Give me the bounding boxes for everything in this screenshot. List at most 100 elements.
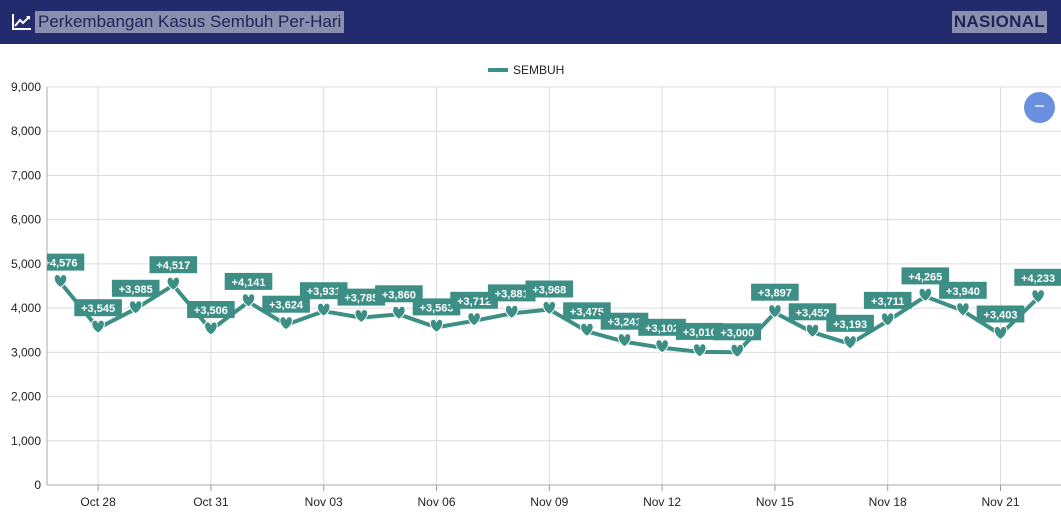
y-tick-label: 3,000 — [11, 345, 41, 359]
data-label: +3,860 — [375, 285, 423, 303]
heart-icon — [542, 300, 557, 316]
data-point[interactable] — [504, 304, 519, 320]
data-label-text: +3,711 — [871, 296, 904, 308]
data-label-text: +4,233 — [1021, 273, 1055, 285]
data-label-text: +4,265 — [908, 271, 942, 283]
data-label: +3,506 — [187, 301, 235, 318]
data-label-text: +3,545 — [81, 303, 115, 315]
data-label: +3,785 — [337, 288, 386, 306]
data-label-text: +3,000 — [720, 327, 754, 339]
data-point[interactable] — [91, 319, 105, 334]
data-label: +3,711 — [863, 291, 912, 309]
data-label-box — [713, 323, 762, 341]
data-point[interactable] — [542, 300, 557, 316]
data-label: +3,897 — [751, 283, 799, 301]
chart-plot-area: +4,576 +3,545 +3,985+4,517 +3,506 +4,141+3,6… — [47, 253, 1061, 358]
x-tick-label: Oct 31 — [193, 495, 229, 509]
data-label: +3,403 — [976, 305, 1025, 323]
data-point[interactable] — [392, 305, 406, 320]
data-point[interactable] — [805, 323, 820, 338]
data-point[interactable] — [128, 300, 143, 315]
data-label-box — [863, 291, 912, 309]
x-tick-label: Nov 03 — [305, 495, 343, 509]
page-header: Perkembangan Kasus Sembuh Per-Hari NASIO… — [0, 0, 1061, 44]
data-point[interactable] — [1031, 289, 1045, 304]
data-label: +4,576 — [47, 253, 85, 271]
data-label: +3,985 — [111, 279, 160, 297]
data-point[interactable] — [580, 322, 594, 337]
data-label: +3,712 — [450, 291, 498, 309]
data-point[interactable] — [692, 343, 707, 358]
heart-icon — [730, 343, 745, 358]
data-label-text: +3,881 — [495, 288, 529, 300]
data-label-text: +3,940 — [946, 286, 980, 298]
data-point[interactable] — [166, 276, 181, 291]
data-label-box — [74, 299, 122, 317]
data-label: +3,881 — [487, 284, 536, 302]
data-label-box — [224, 272, 273, 290]
data-label-text: +3,010 — [683, 327, 717, 339]
data-label: +4,517 — [149, 256, 198, 274]
heart-icon — [91, 319, 105, 334]
data-label-box — [675, 322, 724, 340]
data-label-box — [412, 298, 461, 316]
data-point[interactable] — [768, 304, 782, 319]
data-point[interactable] — [429, 318, 444, 334]
chart-axes: 0 1,000 2,000 3,000 4,000 5,000 6,000 7,000 8,00… — [11, 80, 1061, 509]
line-chart-icon — [12, 14, 31, 30]
data-label-text: +3,785 — [344, 293, 378, 305]
data-label-text: +3,102 — [645, 323, 679, 335]
collapse-button[interactable]: − — [1024, 92, 1055, 123]
data-label-text: +3,712 — [457, 296, 491, 308]
data-label-text: +4,141 — [232, 277, 266, 289]
data-point[interactable] — [730, 343, 745, 358]
data-point[interactable] — [279, 316, 293, 331]
data-label: +3,940 — [939, 281, 987, 299]
data-label: +3,968 — [525, 280, 574, 298]
data-label-box — [187, 301, 235, 318]
data-label-box — [939, 281, 987, 299]
x-tick-label: Oct 28 — [80, 495, 116, 509]
heart-icon — [316, 302, 331, 317]
data-point[interactable] — [204, 321, 218, 336]
recovery-line-chart: SEMBUH 0 1,000 2,000 3,000 4,000 5,000 6,000 7,… — [11, 63, 1061, 509]
data-label-box — [600, 312, 649, 330]
data-label: +4,233 — [1014, 268, 1061, 286]
data-point[interactable] — [918, 287, 933, 303]
data-label-box — [1014, 268, 1061, 286]
heart-icon — [655, 339, 669, 354]
data-point[interactable] — [617, 333, 632, 348]
y-tick-label: 7,000 — [11, 168, 41, 182]
data-point[interactable] — [241, 293, 256, 308]
data-point[interactable] — [956, 302, 970, 317]
data-label-box — [976, 305, 1025, 323]
y-tick-label: 6,000 — [11, 213, 41, 227]
data-label-text: +3,931 — [307, 286, 341, 298]
heart-icon — [617, 333, 632, 348]
data-label-box — [299, 282, 348, 300]
data-point[interactable] — [354, 309, 369, 324]
data-label-text: +4,517 — [156, 260, 190, 272]
data-label-box — [337, 288, 386, 306]
heart-icon — [429, 318, 444, 334]
data-point[interactable] — [655, 339, 669, 354]
page-title: Perkembangan Kasus Sembuh Per-Hari — [35, 11, 345, 33]
header-title-group: Perkembangan Kasus Sembuh Per-Hari — [12, 10, 345, 34]
data-point[interactable] — [843, 335, 857, 350]
data-label-box — [751, 283, 799, 301]
chart-legend[interactable]: SEMBUH — [488, 63, 564, 77]
data-point[interactable] — [993, 325, 1008, 341]
data-label: +3,010 — [675, 322, 724, 340]
data-point[interactable] — [880, 312, 895, 327]
data-label-text: +3,860 — [382, 289, 416, 301]
data-label: +3,193 — [826, 314, 874, 332]
heart-icon — [166, 276, 181, 291]
data-point[interactable] — [53, 274, 68, 289]
data-point[interactable] — [467, 312, 481, 327]
heart-icon — [918, 287, 933, 303]
heart-icon — [1031, 289, 1045, 304]
data-point[interactable] — [316, 302, 331, 317]
data-label-box — [149, 256, 198, 274]
y-tick-label: 9,000 — [11, 80, 41, 94]
data-label-text: +3,403 — [984, 310, 1018, 322]
